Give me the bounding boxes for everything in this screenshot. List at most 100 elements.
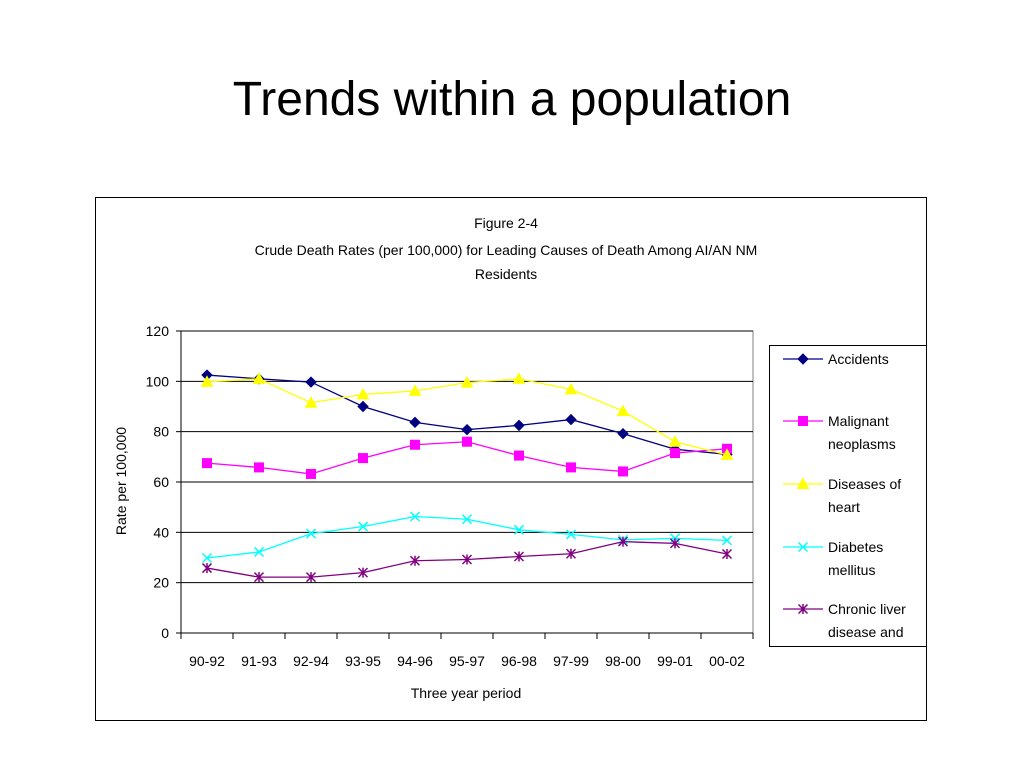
series-5 (201, 536, 733, 583)
data-point (669, 538, 681, 549)
y-tick-label: 100 (146, 373, 170, 389)
legend-label: neoplasms (828, 436, 896, 452)
data-point (668, 435, 682, 447)
data-point (461, 423, 473, 436)
data-point (462, 436, 472, 447)
x-tick-label: 96-98 (501, 653, 537, 669)
data-point (460, 376, 474, 388)
chart-title-line-1: Crude Death Rates (per 100,000) for Lead… (255, 242, 758, 258)
data-point (356, 387, 370, 400)
series-3 (200, 372, 734, 460)
legend-marker (797, 541, 809, 553)
data-point (253, 572, 265, 583)
data-point (564, 382, 578, 395)
data-point (720, 448, 734, 460)
series-line (206, 515, 728, 559)
y-tick-label: 40 (153, 524, 169, 540)
figure-label: Figure 2-4 (474, 215, 538, 231)
data-point (409, 555, 421, 566)
x-axis-label: Three year period (411, 685, 522, 701)
data-point (514, 450, 524, 461)
legend-marker (797, 603, 809, 615)
data-point (616, 404, 630, 417)
data-point (409, 416, 421, 429)
series-4 (201, 511, 733, 564)
x-tick-label: 93-95 (345, 653, 381, 669)
legend-marker (797, 353, 809, 365)
data-point (305, 376, 317, 388)
data-point (201, 552, 213, 564)
data-point (565, 413, 577, 426)
data-point (254, 462, 264, 473)
x-tick-label: 90-92 (189, 653, 225, 669)
data-point (513, 419, 525, 432)
data-point (617, 427, 629, 440)
legend-label: Diabetes (828, 539, 883, 555)
slide-title: Trends within a population (232, 73, 792, 126)
x-tick-label: 92-94 (293, 653, 329, 669)
legend-entry: Chronic liver disease and (783, 601, 906, 640)
data-point (721, 548, 733, 560)
data-point (617, 536, 629, 547)
legend-entry: Diseases of heart (783, 476, 901, 515)
x-tick-label: 00-02 (709, 653, 745, 669)
y-tick-label: 120 (146, 323, 170, 339)
data-point (202, 458, 212, 469)
y-tick-label: 0 (161, 625, 169, 641)
series-2 (202, 436, 732, 479)
data-point (670, 448, 680, 459)
legend-label: Malignant (828, 413, 889, 429)
data-point (565, 548, 577, 559)
data-point (357, 567, 369, 578)
x-tick-label: 94-96 (397, 653, 433, 669)
legend-marker (796, 477, 810, 489)
legend-entry: Diabetes mellitus (783, 539, 883, 578)
legend: Accidents Malignant neoplasms Diseases of he… (783, 351, 906, 640)
data-point (253, 546, 265, 557)
chart-title-line-2: Residents (475, 266, 537, 282)
data-point (201, 563, 213, 574)
legend-label: Chronic liver (828, 601, 906, 617)
data-point (618, 466, 628, 477)
x-tick-label: 98-00 (605, 653, 641, 669)
data-point (357, 521, 369, 532)
data-point (200, 375, 214, 387)
x-tick-label: 97-99 (553, 653, 589, 669)
data-point (252, 372, 266, 384)
x-tick-label: 99-01 (657, 653, 693, 669)
legend-label: Accidents (828, 351, 889, 367)
data-point (513, 524, 525, 535)
legend-label: disease and (828, 624, 904, 640)
x-tick-label: 91-93 (241, 653, 277, 669)
legend-entry: Accidents (783, 351, 889, 367)
legend-marker (798, 416, 808, 426)
legend-label: mellitus (828, 562, 875, 578)
legend-label: heart (828, 499, 860, 515)
data-point (461, 554, 473, 565)
legend-label: Diseases of (828, 476, 901, 492)
axes: 0 20 40 60 80 100 120 90-92 91-93 92-94 93-95 94-96… (146, 323, 754, 669)
y-axis-label: Rate per 100,000 (113, 427, 129, 535)
y-tick-label: 20 (153, 575, 169, 591)
y-tick-label: 80 (153, 424, 169, 440)
x-tick-label: 95-97 (449, 653, 485, 669)
data-point (409, 511, 421, 522)
data-point (461, 514, 473, 525)
data-point (513, 551, 525, 562)
data-point (305, 528, 317, 539)
data-point (512, 372, 526, 384)
data-point (566, 462, 576, 473)
data-point (306, 468, 316, 479)
series-layer (200, 369, 734, 583)
data-point (408, 384, 422, 396)
data-point (410, 439, 420, 450)
y-tick-label: 60 (153, 474, 169, 490)
data-point (305, 572, 317, 583)
data-point (721, 535, 733, 546)
data-point (358, 453, 368, 464)
data-point (304, 396, 318, 408)
data-point (357, 400, 369, 413)
legend-entry: Malignant neoplasms (783, 413, 896, 452)
chart-frame (95, 197, 927, 721)
